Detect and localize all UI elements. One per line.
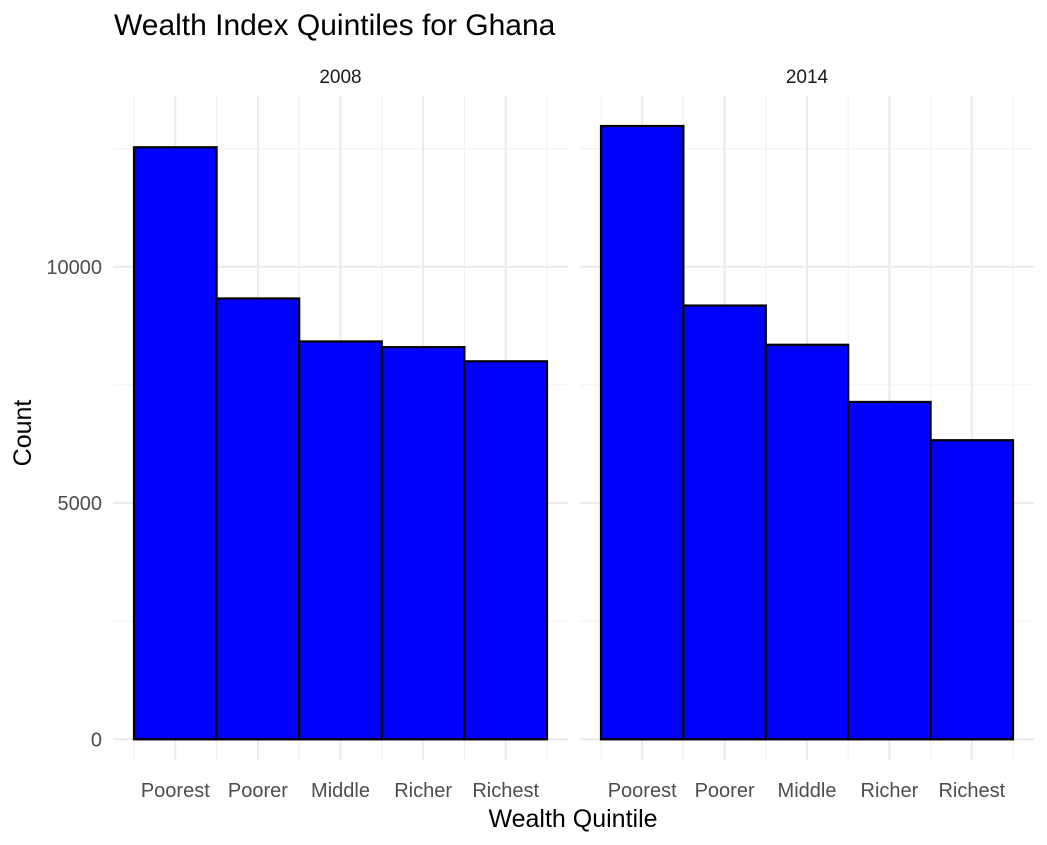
bar-2008-poorer: [215, 297, 301, 741]
y-tick-label: 0: [91, 729, 102, 751]
x-tick-label: Poorer: [695, 780, 755, 802]
x-tick-label: Richer: [861, 780, 919, 802]
facet-strip-label: 2014: [786, 67, 829, 88]
y-axis-tick-labels: 0 5000 10000: [46, 257, 102, 751]
x-tick-label: Middle: [311, 780, 370, 802]
bar-2008-poorest: [132, 146, 218, 741]
facet-panel-2008: 2008 Poorest Poorer Middle Richer Richest: [113, 67, 568, 802]
x-tick-label: Richest: [938, 780, 1005, 802]
x-axis-title: Wealth Quintile: [488, 805, 657, 833]
x-tick-label: Richest: [472, 780, 539, 802]
bar-2014-richer: [847, 400, 932, 741]
x-tick-label: Poorest: [141, 780, 210, 802]
facet-panel-2014: 2014 Poorest Poorer Middle Richer Richest: [580, 67, 1034, 802]
bar-2014-poorest: [599, 124, 685, 741]
x-tick-label: Poorer: [228, 780, 288, 802]
bar-2014-richest: [929, 439, 1015, 741]
bar-2008-richest: [463, 360, 549, 741]
y-tick-label: 10000: [46, 257, 102, 279]
x-tick-label: Poorest: [608, 780, 677, 802]
y-axis-title: Count: [9, 400, 37, 467]
y-tick-label: 5000: [58, 493, 103, 515]
bar-2008-middle: [298, 340, 383, 741]
bar-2014-poorer: [682, 304, 767, 741]
x-tick-label: Richer: [394, 780, 452, 802]
x-tick-label: Middle: [778, 780, 837, 802]
facet-strip-label: 2008: [319, 67, 361, 88]
bar-2014-middle: [764, 343, 850, 741]
bar-2008-richer: [380, 346, 466, 741]
chart-title: Wealth Index Quintiles for Ghana: [114, 9, 556, 42]
